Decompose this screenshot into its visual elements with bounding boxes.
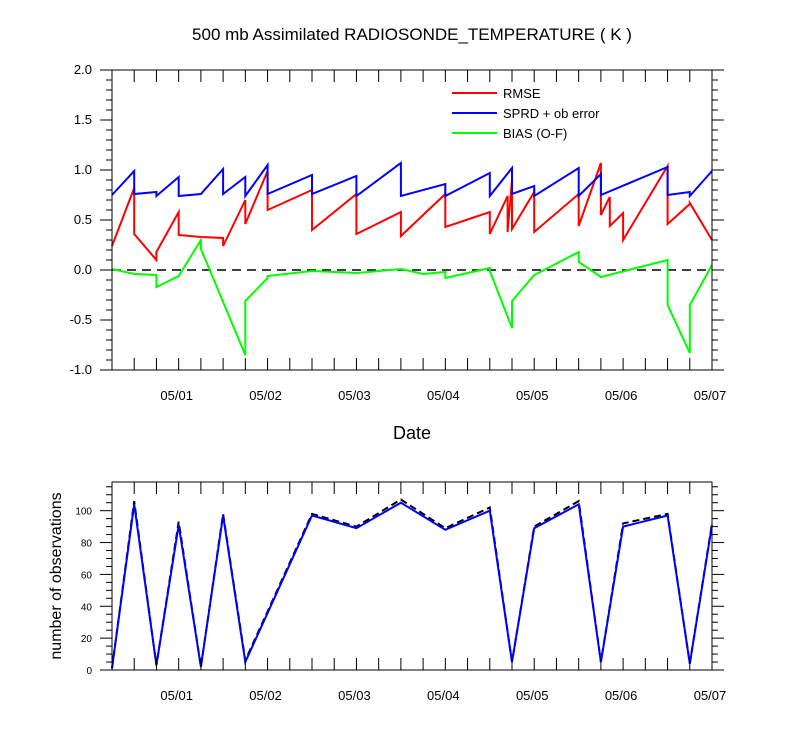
bottom-plot-frame — [111, 481, 713, 671]
bottom-y-tick-labels: 0 20 40 60 80 100 — [75, 507, 92, 677]
legend-label-bias-o-f: BIAS (O-F) — [503, 126, 567, 141]
legend-label-rmse: RMSE — [503, 86, 541, 101]
x-tick-label: 05/05 — [516, 388, 549, 403]
x-axis-label: Date — [393, 423, 431, 443]
x-tick-label: 05/07 — [694, 388, 727, 403]
series-line-bias-o-f — [111, 236, 713, 356]
y-tick-label: -1.0 — [70, 362, 92, 377]
y-tick-label: 20 — [81, 634, 93, 645]
x-tick-label: 05/05 — [516, 688, 549, 703]
y-tick-label: 60 — [81, 570, 93, 581]
y-axis-label: number of observations — [48, 492, 65, 659]
y-tick-label: 1.5 — [74, 112, 92, 127]
chart-title: 500 mb Assimilated RADIOSONDE_TEMPERATUR… — [192, 25, 632, 44]
y-tick-label: 0 — [86, 666, 92, 677]
legend: RMSE SPRD + ob error BIAS (O-F) — [452, 86, 600, 141]
series-line-sprd-ob-error — [111, 161, 713, 200]
y-tick-label: 2.0 — [74, 62, 92, 77]
x-tick-label: 05/07 — [694, 688, 727, 703]
legend-label-sprd-ob-error: SPRD + ob error — [503, 106, 600, 121]
x-tick-label: 05/03 — [338, 688, 371, 703]
y-tick-label: 100 — [75, 507, 92, 518]
x-tick-label: 05/06 — [605, 388, 638, 403]
series-line-observations-solid — [111, 501, 713, 669]
y-tick-label: 80 — [81, 539, 93, 550]
x-tick-label: 05/01 — [160, 688, 193, 703]
series-line-observations-dashed — [111, 498, 713, 669]
top-y-tick-labels: -1.0 -0.5 0.0 0.5 1.0 1.5 2.0 — [70, 62, 92, 377]
y-tick-label: -0.5 — [70, 312, 92, 327]
x-tick-label: 05/04 — [427, 388, 460, 403]
top-ticks-group — [100, 69, 724, 371]
top-plot: -1.0-0.50.00.51.01.52.0 05/01 05/02 05/03 0… — [70, 62, 727, 443]
y-tick-label: 40 — [81, 602, 93, 613]
x-tick-label: 05/06 — [605, 688, 638, 703]
bottom-ticks-group — [100, 482, 724, 671]
x-tick-label: 05/02 — [249, 688, 282, 703]
bottom-x-tick-labels: 05/01 05/02 05/03 05/04 05/05 05/06 05/07 — [160, 688, 726, 703]
top-series-group — [111, 161, 713, 356]
y-tick-label: 0.5 — [74, 212, 92, 227]
x-tick-label: 05/01 — [160, 388, 193, 403]
top-x-tick-labels: 05/01 05/02 05/03 05/04 05/05 05/06 05/07 — [160, 388, 726, 403]
y-tick-label: 0.0 — [74, 262, 92, 277]
x-tick-label: 05/03 — [338, 388, 371, 403]
x-tick-label: 05/04 — [427, 688, 460, 703]
top-plot-frame — [111, 69, 713, 371]
bottom-series-group — [111, 498, 713, 669]
x-tick-label: 05/02 — [249, 388, 282, 403]
series-line-rmse — [111, 162, 713, 263]
y-tick-label: 1.0 — [74, 162, 92, 177]
